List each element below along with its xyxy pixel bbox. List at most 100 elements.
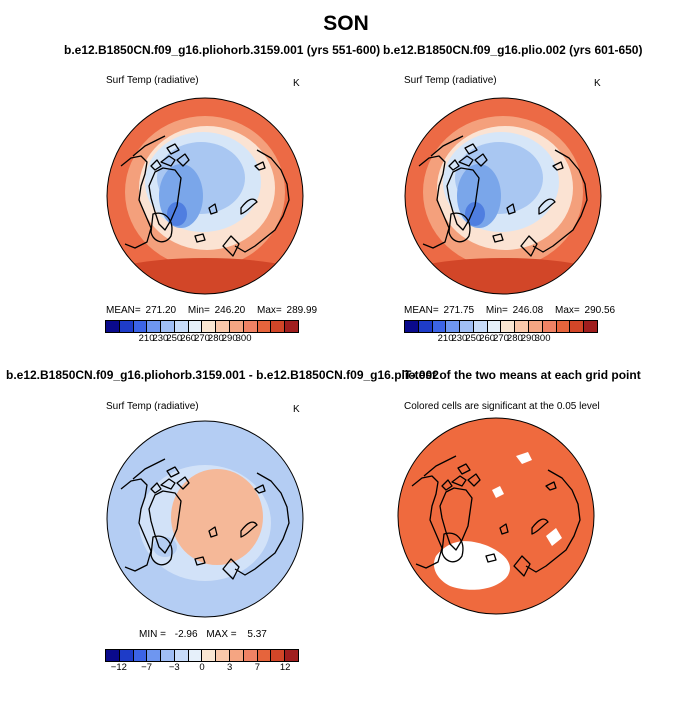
colorbar-swatch [271, 650, 286, 661]
panel-1-colorbar-swatches [105, 320, 299, 333]
panel-1-map [106, 97, 304, 295]
colorbar-swatch [515, 321, 530, 332]
panel-1-mean-value: 271.20 [145, 305, 177, 316]
colorbar-swatch [161, 650, 175, 661]
page-title: SON [323, 12, 369, 35]
colorbar-tick-label: 250 [465, 333, 482, 344]
panel-2-mean-value: 271.75 [443, 305, 475, 316]
colorbar-tick-label: 280 [506, 333, 523, 344]
colorbar-swatch [257, 321, 272, 332]
colorbar-swatch [243, 321, 258, 332]
colorbar-tick-label: 270 [194, 333, 210, 344]
panel-2-variable-label: Surf Temp (radiative) [404, 75, 497, 86]
colorbar-swatch [405, 321, 419, 332]
colorbar-swatch [446, 321, 461, 332]
colorbar-swatch [460, 321, 474, 332]
panel-2-title: b.e12.B1850CN.f09_g16.plio.002 (yrs 601-… [383, 43, 643, 57]
colorbar-swatch [487, 321, 502, 332]
colorbar-swatch [285, 321, 298, 332]
panel-3-units-label: K [293, 404, 300, 415]
panel-2-colorbar-swatches [404, 320, 598, 333]
panel-2-mean-label: MEAN= [404, 305, 439, 316]
panel-2-colorbar-labels: 210 230 250 260 270 280 290 300 [404, 333, 598, 345]
panel-3-colorbar-labels: −12 −7 −3 0 3 7 12 [105, 662, 299, 674]
panel-1-colorbar-labels: 210 230 250 260 270 280 290 300 [105, 333, 299, 345]
colorbar-swatch [106, 650, 120, 661]
colorbar-tick-label: 280 [207, 333, 224, 344]
colorbar-swatch [161, 321, 175, 332]
colorbar-tick-label: 210 [437, 333, 454, 344]
colorbar-swatch [257, 650, 272, 661]
colorbar-swatch [119, 321, 134, 332]
panel-2-stats: MEAN= 271.75 Min= 246.08 Max= 290.56 [404, 305, 615, 316]
colorbar-swatch [188, 650, 203, 661]
panel-3-colorbar: −12 −7 −3 0 3 7 12 [105, 649, 299, 674]
colorbar-swatch [188, 321, 203, 332]
panel-1-max-label: Max= [257, 305, 282, 316]
panel-3-min-label: MIN = [139, 629, 166, 640]
colorbar-tick-label: 290 [520, 333, 537, 344]
colorbar-swatch [202, 321, 217, 332]
colorbar-swatch [271, 321, 286, 332]
panel-1-min-label: Min= [187, 305, 210, 316]
colorbar-tick-label: −7 [141, 662, 152, 673]
colorbar-tick-label: 300 [235, 333, 252, 344]
panel-3-map [106, 420, 304, 618]
panel-2-max-label: Max= [555, 305, 580, 316]
colorbar-tick-label: 250 [166, 333, 183, 344]
panel-1-max-value: 289.99 [286, 305, 318, 316]
panel-3-title: b.e12.B1850CN.f09_g16.pliohorb.3159.001 … [6, 368, 439, 382]
colorbar-tick-label: 3 [227, 662, 233, 673]
colorbar-tick-label: 270 [493, 333, 509, 344]
colorbar-swatch [243, 650, 258, 661]
colorbar-tick-label: 210 [138, 333, 155, 344]
colorbar-swatch [501, 321, 516, 332]
colorbar-swatch [202, 650, 217, 661]
panel-4-map [397, 417, 595, 615]
panel-1-colorbar: 210 230 250 260 270 280 290 300 [105, 320, 299, 345]
panel-2-min-value: 246.08 [512, 305, 544, 316]
colorbar-swatch [230, 321, 244, 332]
colorbar-tick-label: 290 [221, 333, 238, 344]
colorbar-tick-label: 260 [479, 333, 496, 344]
panel-2-colorbar: 210 230 250 260 270 280 290 300 [404, 320, 598, 345]
colorbar-tick-label: 0 [199, 662, 205, 673]
colorbar-tick-label: −3 [168, 662, 180, 673]
colorbar-swatch [418, 321, 433, 332]
panel-1-mean-label: MEAN= [106, 305, 141, 316]
colorbar-tick-label: −12 [110, 662, 127, 673]
panel-3-variable-label: Surf Temp (radiative) [106, 401, 199, 412]
colorbar-swatch [216, 650, 231, 661]
panel-4-caption: Colored cells are significant at the 0.0… [404, 401, 600, 412]
panel-2-min-label: Min= [485, 305, 508, 316]
colorbar-swatch [119, 650, 134, 661]
colorbar-swatch [473, 321, 488, 332]
colorbar-tick-label: 260 [180, 333, 197, 344]
colorbar-swatch [133, 650, 148, 661]
colorbar-tick-label: 12 [279, 662, 291, 673]
panel-1-stats: MEAN= 271.20 Min= 246.20 Max= 289.99 [106, 305, 317, 316]
panel-1-min-value: 246.20 [214, 305, 246, 316]
colorbar-tick-label: 300 [534, 333, 551, 344]
colorbar-swatch [174, 321, 189, 332]
panel-1-title: b.e12.B1850CN.f09_g16.pliohorb.3159.001 … [64, 43, 381, 57]
colorbar-swatch [529, 321, 543, 332]
panel-2-units-label: K [594, 78, 601, 89]
colorbar-swatch [570, 321, 585, 332]
colorbar-tick-label: 230 [152, 333, 169, 344]
colorbar-swatch [285, 650, 298, 661]
colorbar-swatch [216, 321, 231, 332]
panel-1-variable-label: Surf Temp (radiative) [106, 75, 199, 86]
colorbar-tick-label: 230 [451, 333, 468, 344]
panel-3-min-value: -2.96 [174, 629, 198, 640]
colorbar-swatch [133, 321, 148, 332]
panel-3-max-value: 5.37 [247, 629, 267, 640]
colorbar-swatch [147, 650, 162, 661]
panel-1-units-label: K [293, 78, 300, 89]
colorbar-swatch [542, 321, 557, 332]
panel-2-map [404, 97, 602, 295]
colorbar-swatch [106, 321, 120, 332]
colorbar-swatch [556, 321, 571, 332]
panel-3-max-label: MAX = [206, 629, 237, 640]
panel-3-colorbar-swatches [105, 649, 299, 662]
